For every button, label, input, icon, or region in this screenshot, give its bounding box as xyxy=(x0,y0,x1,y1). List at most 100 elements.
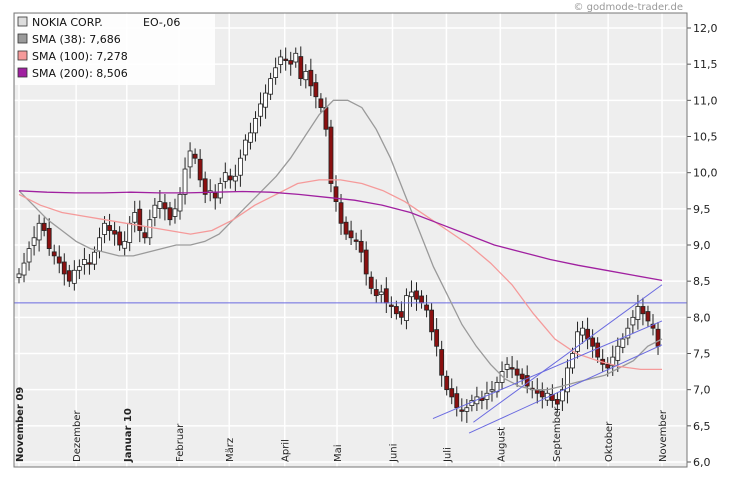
candle xyxy=(46,218,52,256)
y-tick-label: 8,0 xyxy=(693,311,711,324)
candle xyxy=(645,305,651,327)
sma-200-line xyxy=(18,190,663,282)
x-tick-label: Dezember xyxy=(72,410,83,462)
candle xyxy=(388,296,394,319)
candle xyxy=(635,294,641,330)
x-tick-label: April xyxy=(281,439,292,462)
candle xyxy=(227,168,233,189)
candle xyxy=(539,382,545,409)
legend-label: SMA (38): 7,686 xyxy=(32,33,121,46)
candle xyxy=(222,162,228,189)
candle xyxy=(197,149,203,188)
x-tick-label: September xyxy=(552,406,563,462)
candle xyxy=(620,333,626,354)
candle xyxy=(373,279,379,303)
candle xyxy=(439,340,445,387)
candle xyxy=(243,134,248,161)
candle xyxy=(102,216,107,244)
candle xyxy=(71,260,77,291)
y-tick-label: 9,0 xyxy=(693,239,711,252)
y-tick-label: 6,0 xyxy=(693,456,711,469)
candle xyxy=(519,368,525,385)
x-tick-label: Juli xyxy=(442,447,453,463)
candle xyxy=(338,194,344,235)
candle xyxy=(268,72,273,100)
y-tick-label: 7,5 xyxy=(693,348,711,361)
candle xyxy=(288,51,294,76)
candle xyxy=(625,318,631,346)
candle xyxy=(87,254,92,275)
y-tick-label: 7,0 xyxy=(693,384,711,397)
candle xyxy=(399,301,404,325)
candle xyxy=(232,164,238,192)
candle xyxy=(318,93,324,114)
y-tick-label: 11,0 xyxy=(693,94,718,107)
legend-entry: SMA (100): 7,278 xyxy=(17,50,128,63)
x-tick-label: November xyxy=(658,409,669,462)
candle xyxy=(414,282,419,311)
candle xyxy=(298,46,304,86)
candle xyxy=(570,347,575,374)
candle xyxy=(263,84,268,119)
indicator-lines xyxy=(14,99,687,434)
candle xyxy=(202,171,208,204)
candle xyxy=(192,148,198,164)
sma-100-line xyxy=(18,179,662,371)
credit-text: © godmode-trader.de xyxy=(574,2,684,13)
y-tick-label: 11,5 xyxy=(693,58,718,71)
candle xyxy=(328,119,334,193)
legend: NOKIA CORP. EO-,06 SMA (38): 7,686 SMA (100… xyxy=(15,14,215,85)
candle xyxy=(187,142,193,179)
candle xyxy=(217,177,223,204)
candle xyxy=(434,318,440,357)
candle xyxy=(41,217,47,237)
candle xyxy=(82,247,87,275)
candle xyxy=(157,190,163,219)
candle xyxy=(273,57,279,85)
x-tick-label: Januar 10 xyxy=(123,408,134,463)
sma-38-line xyxy=(18,99,663,391)
candle xyxy=(122,231,128,256)
candle xyxy=(580,320,585,344)
candle xyxy=(162,194,168,221)
candle xyxy=(368,271,374,295)
candle xyxy=(56,245,62,274)
candle xyxy=(107,213,112,241)
candle xyxy=(348,220,354,245)
legend-label: NOKIA CORP. xyxy=(32,16,103,29)
candle xyxy=(459,398,465,422)
gridlines xyxy=(14,13,687,467)
candle xyxy=(464,399,470,423)
legend-swatch xyxy=(17,16,28,27)
candle xyxy=(26,241,32,271)
candle xyxy=(363,241,369,286)
candle xyxy=(152,197,158,227)
candle xyxy=(494,376,500,398)
candle xyxy=(303,64,309,89)
legend-label: SMA (100): 7,278 xyxy=(32,50,128,63)
x-tick-label: Februar xyxy=(175,423,186,462)
channel-line xyxy=(473,284,663,423)
candle xyxy=(343,216,349,240)
candle xyxy=(565,359,570,404)
candle xyxy=(444,370,450,396)
candle xyxy=(51,244,57,265)
x-tick-label: November 09 xyxy=(15,387,26,462)
candle xyxy=(212,184,218,210)
candle xyxy=(595,337,601,363)
candle xyxy=(353,232,359,251)
candle xyxy=(630,310,636,334)
candle xyxy=(358,229,364,263)
candle xyxy=(454,386,460,417)
candle xyxy=(308,58,314,96)
legend-entry: NOKIA CORP. EO-,06 xyxy=(17,16,180,29)
candle xyxy=(590,329,596,358)
candle xyxy=(554,392,560,413)
candle xyxy=(429,302,435,341)
x-tick-label: Mai xyxy=(333,444,344,462)
x-tick-label: Juni xyxy=(389,444,400,463)
y-tick-label: 6,5 xyxy=(693,420,711,433)
x-tick-label: August xyxy=(496,427,507,462)
candle xyxy=(137,200,143,243)
candle xyxy=(142,226,148,244)
